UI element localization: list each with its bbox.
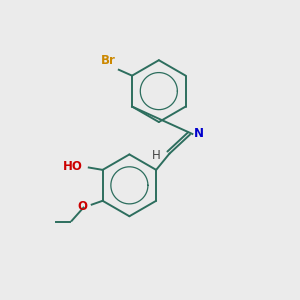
Text: HO: HO — [63, 160, 82, 173]
Text: Br: Br — [100, 54, 115, 67]
Text: H: H — [152, 149, 161, 162]
Text: N: N — [194, 127, 204, 140]
Text: O: O — [77, 200, 87, 213]
